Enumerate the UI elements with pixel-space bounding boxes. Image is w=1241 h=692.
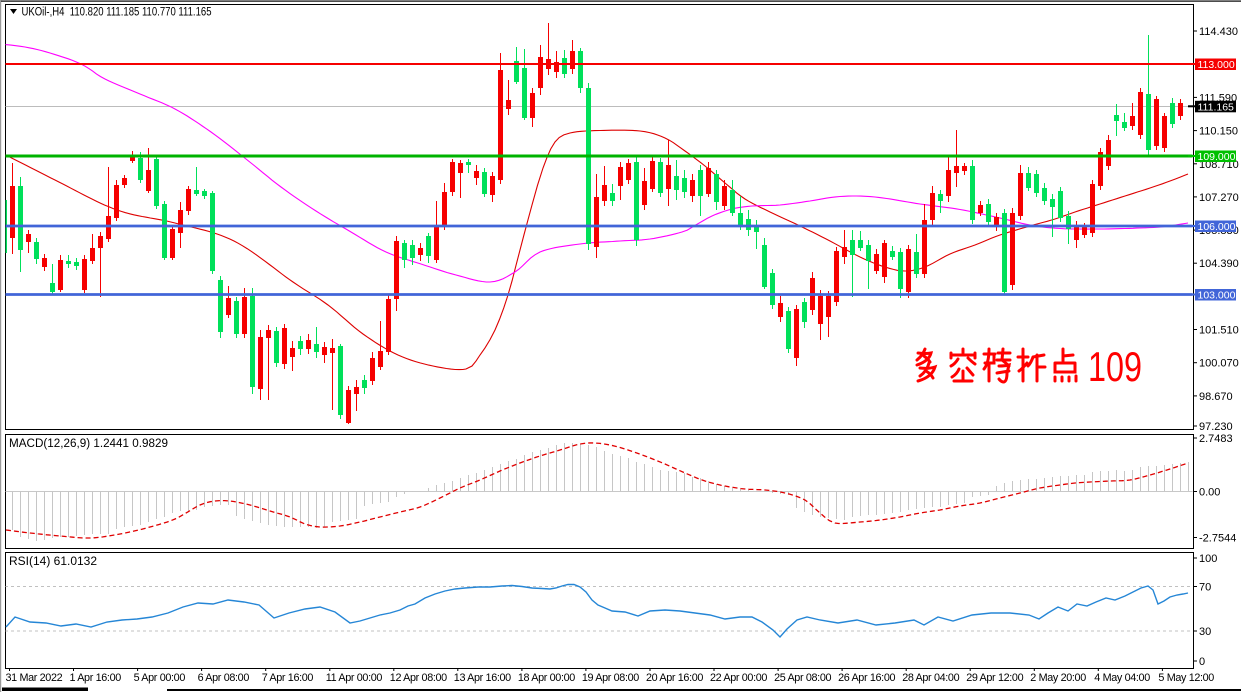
svg-text:109.000: 109.000 bbox=[1198, 151, 1236, 163]
svg-text:70: 70 bbox=[1199, 582, 1211, 594]
svg-text:11 Apr 00:00: 11 Apr 00:00 bbox=[326, 672, 383, 684]
svg-text:98.670: 98.670 bbox=[1199, 391, 1233, 403]
svg-text:31 Mar 2022: 31 Mar 2022 bbox=[6, 672, 63, 684]
svg-text:29 Apr 12:00: 29 Apr 12:00 bbox=[966, 672, 1023, 684]
svg-text:6 Apr 08:00: 6 Apr 08:00 bbox=[198, 672, 250, 684]
svg-text:103.000: 103.000 bbox=[1198, 290, 1236, 302]
svg-text:4 May 04:00: 4 May 04:00 bbox=[1094, 672, 1150, 684]
svg-text:111.165: 111.165 bbox=[1198, 101, 1235, 113]
svg-text:30: 30 bbox=[1199, 626, 1211, 638]
svg-text:28 Apr 04:00: 28 Apr 04:00 bbox=[902, 672, 959, 684]
svg-text:19 Apr 08:00: 19 Apr 08:00 bbox=[582, 672, 639, 684]
svg-text:114.430: 114.430 bbox=[1199, 26, 1238, 38]
svg-text:2 May 20:00: 2 May 20:00 bbox=[1030, 672, 1086, 684]
svg-text:109: 109 bbox=[1088, 343, 1142, 390]
svg-text:26 Apr 16:00: 26 Apr 16:00 bbox=[838, 672, 895, 684]
svg-text:97.230: 97.230 bbox=[1199, 421, 1233, 433]
svg-text:18 Apr 00:00: 18 Apr 00:00 bbox=[518, 672, 575, 684]
svg-text:104.390: 104.390 bbox=[1199, 258, 1239, 270]
svg-text:110.150: 110.150 bbox=[1199, 126, 1238, 138]
svg-text:5 May 12:00: 5 May 12:00 bbox=[1158, 672, 1214, 684]
svg-text:20 Apr 16:00: 20 Apr 16:00 bbox=[646, 672, 703, 684]
svg-text:12 Apr 08:00: 12 Apr 08:00 bbox=[390, 672, 447, 684]
svg-text:7 Apr 16:00: 7 Apr 16:00 bbox=[262, 672, 314, 684]
svg-text:-2.7544: -2.7544 bbox=[1199, 533, 1236, 545]
svg-text:5 Apr 00:00: 5 Apr 00:00 bbox=[134, 672, 186, 684]
svg-text:22 Apr 00:00: 22 Apr 00:00 bbox=[710, 672, 767, 684]
svg-text:100.070: 100.070 bbox=[1199, 358, 1239, 370]
svg-text:RSI(14) 61.0132: RSI(14) 61.0132 bbox=[9, 556, 97, 568]
svg-text:25 Apr 08:00: 25 Apr 08:00 bbox=[774, 672, 831, 684]
svg-text:0.00: 0.00 bbox=[1199, 487, 1220, 499]
svg-text:2.7483: 2.7483 bbox=[1199, 433, 1233, 445]
svg-text:100: 100 bbox=[1199, 553, 1217, 565]
svg-text:101.510: 101.510 bbox=[1199, 325, 1239, 337]
svg-text:107.270: 107.270 bbox=[1199, 192, 1239, 204]
svg-text:106.000: 106.000 bbox=[1198, 221, 1236, 233]
svg-text:113.000: 113.000 bbox=[1198, 59, 1235, 71]
svg-text:MACD(12,26,9) 1.2441 0.9829: MACD(12,26,9) 1.2441 0.9829 bbox=[9, 438, 168, 450]
svg-text:0: 0 bbox=[1199, 656, 1205, 668]
svg-text:UKOil-,H4 110.820 111.185 110: UKOil-,H4 110.820 111.185 110.770 111.16… bbox=[22, 7, 212, 19]
svg-text:13 Apr 16:00: 13 Apr 16:00 bbox=[454, 672, 511, 684]
svg-text:1 Apr 16:00: 1 Apr 16:00 bbox=[70, 672, 122, 684]
